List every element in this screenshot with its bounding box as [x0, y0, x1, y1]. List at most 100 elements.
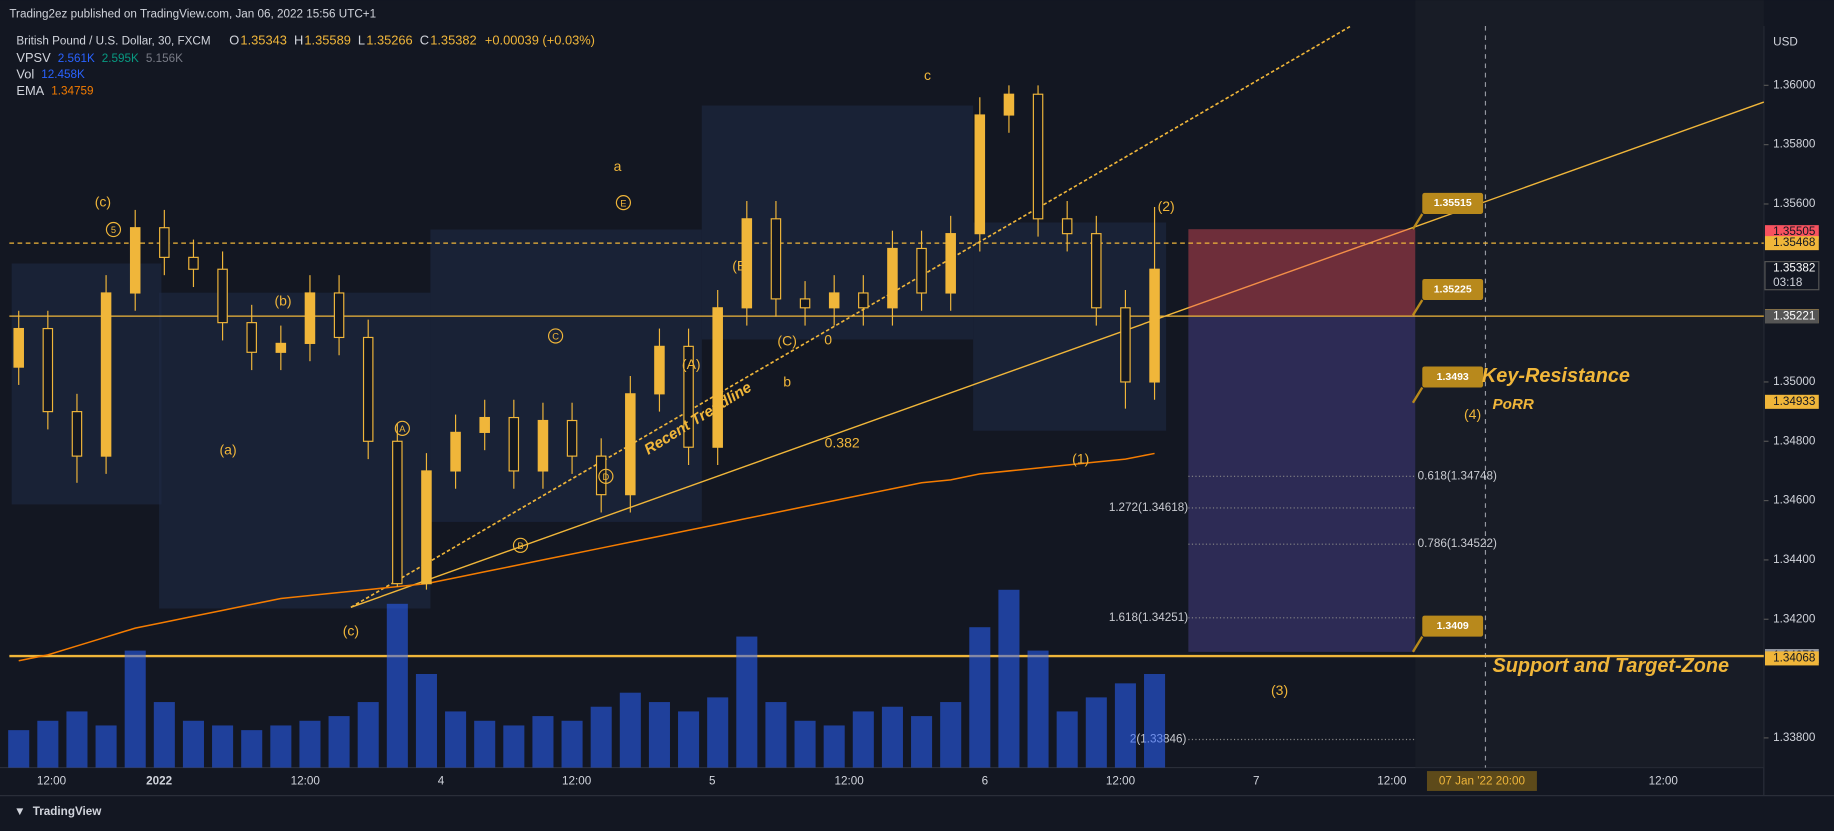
volume-bar: [969, 627, 991, 768]
volume-bar: [386, 603, 408, 768]
volume-bar: [619, 692, 641, 768]
x-tick-label: 5: [709, 775, 716, 788]
volume-bar: [153, 702, 175, 768]
price-tag: [1764, 261, 1820, 291]
position-tag-pointer: [1411, 213, 1424, 230]
wave-label: (4): [1464, 406, 1481, 422]
wave-circle: [547, 328, 564, 344]
trendline: [350, 101, 1765, 608]
candle-body: [71, 411, 83, 457]
price-tag-label: 1.34068: [1773, 651, 1815, 664]
x-tick-label: 12:00: [37, 775, 67, 788]
candle-body: [42, 327, 54, 413]
stop-zone: [1188, 229, 1416, 317]
y-tick-label: 1.34800: [1773, 434, 1816, 447]
candle-body: [1120, 307, 1131, 383]
candle-body: [974, 114, 986, 235]
volume-bar: [794, 720, 816, 768]
wave-circle: [615, 195, 632, 211]
ohlc-value: +0.00039 (+0.03%): [485, 33, 595, 48]
position-tag: [1422, 366, 1484, 388]
price-tag: [1764, 225, 1819, 240]
wave-label: (b): [274, 293, 291, 309]
ohlc-key: H: [294, 33, 303, 48]
volume-bar: [707, 697, 729, 768]
candle-body: [1149, 268, 1160, 383]
volume-bar: [1114, 683, 1136, 768]
candle-body: [159, 227, 170, 258]
ohlc-value: 1.35589: [304, 33, 350, 48]
wave-label: C: [552, 332, 559, 342]
volume-bar: [678, 711, 700, 768]
target-zone: [1188, 316, 1416, 652]
candle-body: [566, 419, 578, 457]
candle-body: [1091, 233, 1102, 309]
volume-bar: [590, 706, 612, 768]
volume-bar: [8, 730, 30, 768]
volume-bar: [1144, 673, 1166, 768]
ohlc-key: L: [358, 33, 365, 48]
x-tick-label: 4: [438, 775, 445, 788]
position-tag-label: 1.35225: [1434, 283, 1472, 295]
candle-body: [275, 342, 287, 353]
volume-bar: [911, 716, 933, 768]
candle-body: [712, 307, 723, 448]
candle-body: [945, 233, 956, 294]
wave-label: 5: [111, 225, 116, 235]
brand: TradingView: [33, 805, 103, 818]
candle-body: [595, 455, 607, 496]
volume-bar: [940, 702, 962, 768]
wave-circle: [598, 468, 614, 484]
candle-body: [13, 327, 24, 368]
candle-body: [304, 292, 316, 344]
wave-label: (C): [777, 333, 796, 349]
price-tag-label: 1.35468: [1773, 236, 1815, 249]
wave-label: D: [603, 472, 610, 482]
x-tick-label: 12:00: [1377, 775, 1407, 788]
position-tag: [1422, 278, 1484, 301]
candle-body: [217, 268, 228, 324]
wave-label: B: [517, 541, 523, 551]
volume-bar: [357, 702, 379, 768]
wave-label: b: [783, 373, 791, 389]
wave-circle: [512, 537, 529, 553]
y-tick-label: 1.34400: [1773, 553, 1816, 566]
wave-label: (1): [1072, 451, 1089, 467]
wave-label: 0: [824, 331, 832, 347]
wave-label: c: [924, 67, 931, 83]
x-tick-label: 12:00: [1649, 775, 1679, 788]
wave-label: E: [620, 198, 626, 208]
volume-bar: [503, 725, 525, 768]
indicator-value: 2.595K: [102, 52, 139, 65]
ohlc-value: 1.35343: [240, 33, 286, 48]
y-tick-label: 1.35600: [1773, 197, 1816, 210]
ema-line: [18, 452, 1155, 662]
x-tick-label: 12:00: [562, 775, 592, 788]
candle-body: [421, 470, 432, 585]
candle-body: [1003, 93, 1015, 116]
candle-body: [654, 345, 665, 395]
indicator-name: Vol: [16, 67, 34, 82]
volume-bar: [765, 702, 787, 768]
volume-profile-box: [159, 292, 431, 609]
x-tick-label: 12:00: [835, 775, 865, 788]
volume-bar: [124, 650, 146, 768]
volume-bar: [1056, 711, 1078, 768]
ohlc-value: 1.35266: [366, 33, 412, 48]
fib-label: 1.618(1.34251): [1109, 611, 1188, 624]
position-tag-pointer: [1411, 386, 1424, 404]
position-tag-pointer: [1411, 299, 1424, 316]
volume-bar: [66, 711, 88, 768]
candle-body: [858, 292, 869, 309]
wave-label: (2): [1158, 198, 1175, 214]
volume-bar: [415, 673, 437, 768]
zone-label: PoRR: [1492, 396, 1533, 413]
candle-body: [799, 298, 811, 309]
y-tick-label: 1.36000: [1773, 78, 1816, 91]
volume-bar: [328, 716, 350, 768]
wave-label: (c): [95, 193, 111, 209]
position-tag-label: 1.3409: [1437, 620, 1469, 632]
volume-bar: [241, 730, 263, 768]
volume-bar: [1027, 650, 1049, 768]
